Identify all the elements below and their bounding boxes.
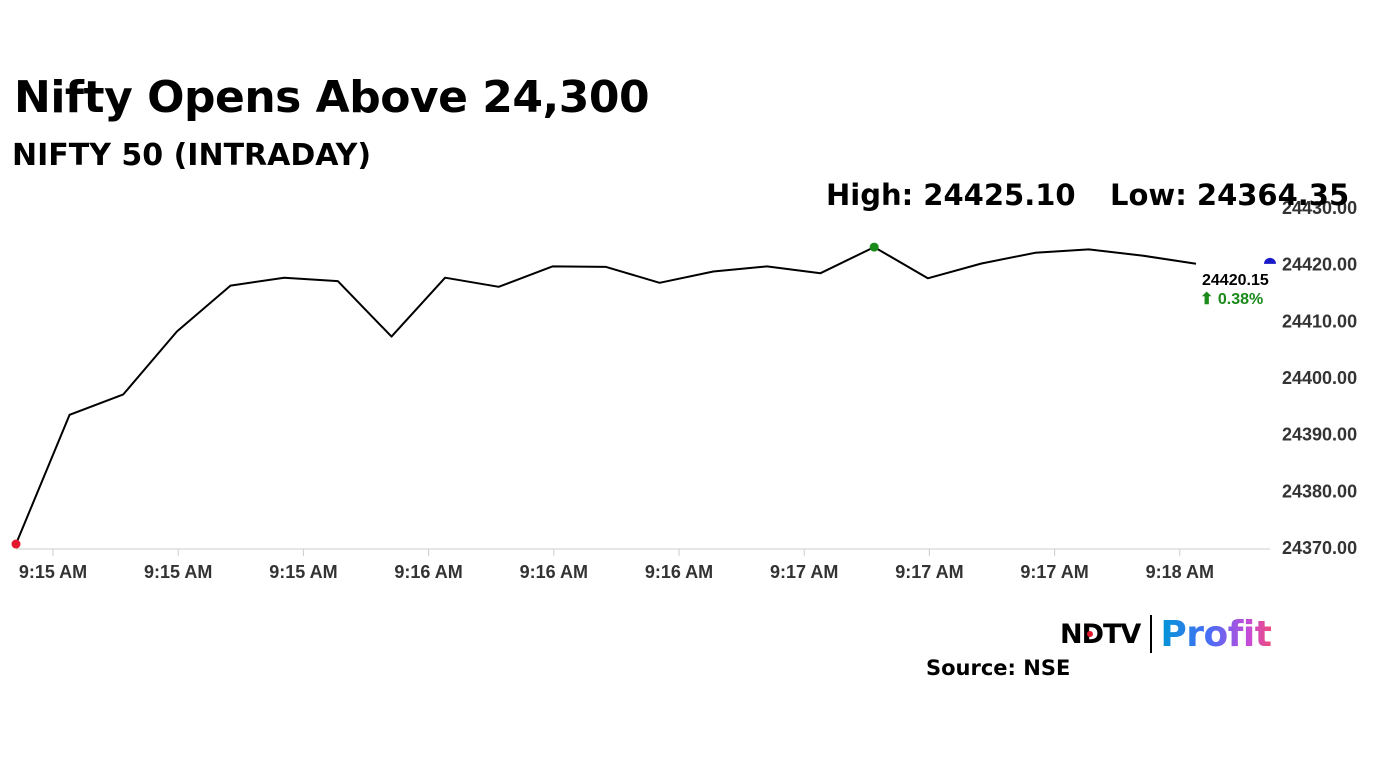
y-tick-label: 24410.00 <box>1282 311 1357 331</box>
last-marker <box>1264 257 1276 264</box>
x-tick-label: 9:17 AM <box>1020 562 1088 582</box>
logo-profit-text: Profit <box>1160 613 1272 655</box>
high-marker <box>869 242 879 252</box>
y-tick-label: 24390.00 <box>1282 425 1357 445</box>
chart-subtitle: NIFTY 50 (INTRADAY) <box>12 138 372 173</box>
low-stat: Low: 24364.35 <box>1110 178 1350 212</box>
last-change-label: ⬆ 0.38% <box>1200 291 1263 308</box>
start-marker <box>11 539 21 549</box>
logo-ndtv-text: NDTV <box>1060 618 1141 650</box>
x-tick-label: 9:15 AM <box>144 562 212 582</box>
last-value-label: 24420.15 <box>1202 272 1269 289</box>
x-tick-label: 9:16 AM <box>645 562 713 582</box>
x-tick-label: 9:18 AM <box>1146 562 1214 582</box>
x-tick-label: 9:15 AM <box>19 562 87 582</box>
series-line <box>15 246 1197 545</box>
high-stat: High: 24425.10 <box>826 178 1076 212</box>
logo-red-dot <box>1087 631 1093 637</box>
y-tick-label: 24370.00 <box>1282 538 1357 558</box>
x-tick-label: 9:17 AM <box>770 562 838 582</box>
x-tick-label: 9:15 AM <box>269 562 337 582</box>
y-tick-label: 24380.00 <box>1282 481 1357 501</box>
logo-separator <box>1150 615 1153 653</box>
y-tick-label: 24400.00 <box>1282 368 1357 388</box>
x-tick-label: 9:16 AM <box>520 562 588 582</box>
ndtv-profit-logo: NDTV Profit <box>1060 612 1272 656</box>
y-tick-label: 24420.00 <box>1282 255 1357 275</box>
source-note: Source: NSE <box>926 656 1071 680</box>
x-tick-label: 9:17 AM <box>895 562 963 582</box>
y-tick-label: 24430.00 <box>1282 198 1357 218</box>
x-tick-label: 9:16 AM <box>394 562 462 582</box>
chart-title: Nifty Opens Above 24,300 <box>14 72 650 123</box>
